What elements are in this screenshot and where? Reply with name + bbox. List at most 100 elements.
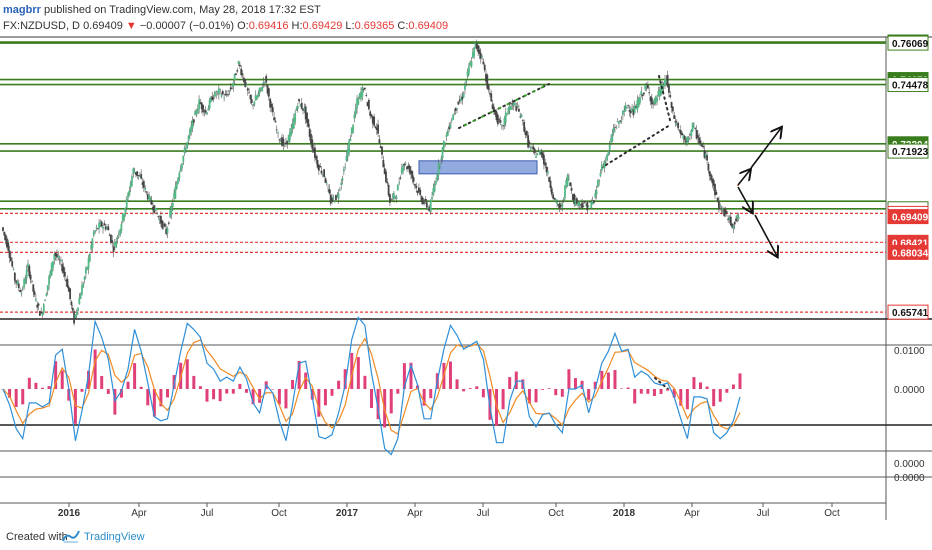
time-tick-label: Oct [271, 508, 287, 519]
candle-body [12, 269, 15, 271]
candle-body [149, 197, 152, 201]
candle-body [361, 87, 364, 97]
candle-body [132, 168, 135, 174]
candle-body [619, 120, 622, 122]
tradingview-brand[interactable]: TradingView [84, 531, 145, 543]
candle-body [229, 87, 232, 90]
macd-histogram-bar [277, 389, 281, 405]
candle-body [366, 101, 369, 107]
candle-body [19, 290, 22, 292]
candle-body [174, 186, 177, 199]
candle-body [644, 84, 647, 90]
candle-body [133, 171, 136, 174]
candle-body [213, 91, 216, 97]
candle-body [382, 159, 385, 168]
candle-body [354, 108, 357, 115]
username-link[interactable]: magbrr [3, 4, 41, 16]
candle-body [217, 88, 220, 95]
macd-histogram-bar [672, 389, 676, 398]
symbol-label[interactable]: FX:NZDUSD, D [3, 20, 80, 32]
macd-histogram-bar [567, 369, 571, 389]
candle-body [590, 202, 593, 209]
macd-histogram-bar [87, 370, 91, 389]
macd-histogram-bar [244, 389, 248, 393]
candle-body [346, 148, 349, 157]
candle-body [562, 199, 565, 201]
candle-body [646, 84, 649, 89]
candle-body [131, 176, 133, 186]
candle-body [216, 91, 219, 93]
candle-body [358, 93, 361, 98]
macd-histogram-bar [139, 386, 143, 389]
candle-body [469, 61, 472, 67]
candle-body [511, 103, 514, 105]
price-chart[interactable]: 0.761110.760690.746700.744780.722040.719… [0, 0, 932, 520]
candle-body [33, 291, 36, 295]
macd-histogram-bar [422, 389, 426, 406]
candle-body [550, 188, 553, 195]
candle-body [104, 226, 107, 230]
candle-body [671, 106, 674, 112]
candle-body [385, 171, 387, 183]
macd-histogram-bar [106, 389, 110, 394]
candle-body [495, 111, 498, 121]
candle-body [153, 205, 156, 213]
candle-body [432, 188, 435, 195]
time-axis[interactable]: 2016 Apr Jul Oct 2017 Apr Jul Oct 2018 Apr Jul Oct [58, 503, 840, 519]
candle-body [32, 284, 35, 292]
candle-body [370, 114, 373, 117]
candle-body [342, 169, 345, 172]
candle-body [37, 303, 40, 306]
macd-histogram-bar [271, 389, 275, 390]
candle-body [691, 122, 694, 132]
candle-body [233, 73, 236, 81]
candle-body [58, 259, 61, 261]
candle-body [352, 124, 354, 133]
candle-body [236, 70, 239, 72]
candle-body [91, 238, 94, 248]
candle-body [486, 74, 489, 89]
candle-body [23, 279, 25, 288]
candle-body [124, 207, 127, 215]
price-axis[interactable]: 0.761110.760690.746700.744780.722040.719… [887, 34, 929, 484]
candle-body [632, 109, 635, 116]
tradingview-logo-icon[interactable] [62, 529, 80, 543]
candle-body [262, 81, 265, 84]
candle-body [510, 106, 512, 110]
candle-body [196, 108, 199, 114]
candle-body [490, 93, 493, 102]
candle-body [278, 139, 281, 141]
candle-body [693, 125, 695, 127]
candle-body [737, 216, 740, 219]
candle-body [645, 85, 648, 87]
candle-body [298, 99, 301, 102]
candle-body [110, 234, 112, 243]
candle-body [277, 132, 279, 134]
candle-body [623, 110, 626, 112]
candle-body [270, 103, 273, 108]
macd-histogram-bar [133, 363, 137, 389]
candle-body [145, 191, 148, 193]
candle-body [664, 79, 666, 86]
macd-histogram-bar [620, 388, 624, 389]
candle-body [583, 201, 586, 203]
macd-histogram-bar [126, 381, 130, 389]
candle-body [539, 150, 541, 156]
candle-body [335, 195, 337, 200]
candle-body [383, 168, 386, 175]
close-value: 0.69409 [408, 20, 449, 32]
candle-body [614, 126, 616, 128]
candle-body [74, 314, 77, 318]
candle-body [194, 110, 197, 116]
candle-body [631, 108, 633, 112]
candle-body [378, 139, 381, 143]
candle-body [727, 218, 730, 221]
candle-body [415, 185, 418, 188]
candle-body [112, 246, 115, 252]
candle-body [245, 84, 248, 86]
macd-histogram-bar [297, 361, 301, 389]
time-tick-label: Apr [407, 508, 423, 519]
dotted-trendline [605, 124, 671, 166]
candle-body [312, 148, 315, 152]
macd-histogram-bar [14, 389, 18, 407]
